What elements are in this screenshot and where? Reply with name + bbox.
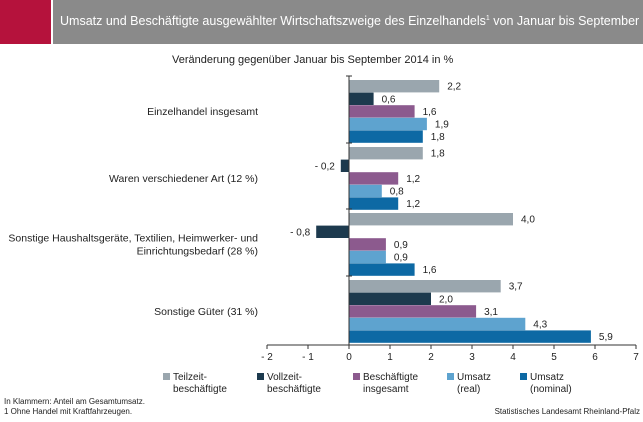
category-label-0-0: Einzelhandel insgesamt: [147, 106, 258, 118]
value-label-s3-c3: 4,3: [533, 320, 547, 331]
category-label-1-0: Waren verschiedener Art (12 %): [109, 173, 258, 185]
legend-swatch-2: [353, 373, 360, 380]
x-tick-label-5: 3: [469, 352, 475, 363]
category-label-2-1: Einrichtungsbedarf (28 %): [137, 245, 258, 257]
bar-s0-c3: [349, 280, 501, 293]
chart-title: Umsatz und Beschäftigte ausgewählter Wir…: [60, 14, 643, 28]
value-label-s0-c2: 4,0: [521, 215, 535, 226]
value-label-s0-c0: 2,2: [447, 82, 461, 93]
x-tick-label-9: 7: [633, 352, 639, 363]
bar-s3-c3: [349, 317, 526, 331]
x-tick-label-4: 2: [428, 352, 434, 363]
x-tick-label-7: 5: [551, 352, 557, 363]
header-bar: [53, 0, 643, 44]
legend-label-4-0: Umsatz: [530, 372, 564, 383]
axes: - 2 - 1 0 1 2 3 4 5 6 7: [261, 75, 639, 363]
bar-s4-c2: [349, 263, 415, 276]
legend-swatch-1: [257, 373, 264, 380]
legend-swatch-3: [447, 373, 454, 380]
bar-s3-c1: [349, 184, 382, 198]
legend-label-2-1: insgesamt: [363, 384, 409, 395]
value-label-s4-c0: 1,8: [431, 132, 445, 143]
bar-s3-c2: [349, 250, 386, 264]
legend-label-3-0: Umsatz: [457, 372, 491, 383]
category-labels: Einzelhandel insgesamt Waren verschiedene…: [8, 106, 258, 318]
chart-subtitle: Veränderung gegenüber Januar bis Septemb…: [172, 54, 454, 66]
value-label-s4-c2: 1,6: [423, 265, 437, 276]
bar-s2-c0: [349, 105, 415, 118]
bar-s1-c2: [316, 225, 349, 238]
value-label-s2-c0: 1,6: [423, 107, 437, 118]
value-label-s2-c2: 0,9: [394, 240, 408, 251]
legend-label-0-0: Teilzeit-: [173, 372, 207, 383]
x-tick-label-1: - 1: [302, 352, 314, 363]
value-label-s2-c3: 3,1: [484, 307, 498, 318]
bar-group: [316, 80, 591, 343]
category-label-3-0: Sonstige Güter (31 %): [154, 306, 258, 318]
x-tick-label-6: 4: [510, 352, 516, 363]
chart-title-rest: von Januar bis September 2015: [493, 14, 643, 28]
bar-s4-c3: [349, 330, 591, 343]
value-label-s0-c3: 3,7: [509, 282, 523, 293]
value-label-s1-c0: 0,6: [382, 94, 396, 105]
value-label-s0-c1: 1,8: [431, 149, 445, 160]
bar-s4-c1: [349, 197, 399, 210]
legend-label-1-1: beschäftigte: [267, 384, 321, 395]
header-accent-block: [0, 0, 51, 44]
bar-s1-c3: [349, 292, 431, 305]
legend-label-0-1: beschäftigte: [173, 384, 227, 395]
x-tick-label-8: 6: [592, 352, 598, 363]
bar-s3-c0: [349, 117, 427, 131]
x-tick-label-0: - 2: [261, 352, 273, 363]
value-label-s3-c0: 1,9: [435, 120, 449, 131]
value-label-s1-c1: - 0,2: [315, 161, 335, 172]
value-label-s3-c2: 0,9: [394, 253, 408, 264]
chart-title-main: Umsatz und Beschäftigte ausgewählter Wir…: [60, 14, 486, 28]
header-banner: Umsatz und Beschäftigte ausgewählter Wir…: [0, 0, 643, 44]
legend: Teilzeit-beschäftigteVollzeit-beschäftig…: [163, 372, 572, 395]
value-labels: 2,2 1,8 4,0 3,7 0,6 - 0,2 - 0,8 2,0 1,6 1,2 0,9 3,1…: [290, 82, 613, 343]
value-label-s4-c1: 1,2: [406, 199, 420, 210]
bar-s0-c2: [349, 213, 513, 226]
bar-s4-c0: [349, 130, 423, 143]
x-tick-label-2: 0: [346, 352, 352, 363]
x-tick-label-3: 1: [387, 352, 393, 363]
legend-label-3-1: (real): [457, 384, 480, 395]
value-label-s3-c1: 0,8: [390, 187, 404, 198]
category-label-2-0: Sonstige Haushaltsgeräte, Textilien, Hei…: [8, 232, 258, 244]
legend-swatch-0: [163, 373, 170, 380]
legend-label-1-0: Vollzeit-: [267, 372, 302, 383]
value-label-s1-c3: 2,0: [439, 294, 453, 305]
legend-label-2-0: Beschäftigte: [363, 372, 418, 383]
source-label: Statistisches Landesamt Rheinland-Pfalz: [495, 407, 640, 416]
bar-s2-c1: [349, 172, 399, 185]
value-label-s4-c3: 5,9: [599, 332, 613, 343]
bar-s0-c0: [349, 80, 440, 93]
footnote-1: In Klammern: Anteil am Gesamtumsatz.: [4, 397, 145, 406]
bar-s2-c3: [349, 305, 477, 318]
footnote-2: 1 Ohne Handel mit Kraftfahrzeugen.: [4, 407, 132, 416]
bar-s1-c0: [349, 92, 374, 105]
legend-label-4-1: (nominal): [530, 384, 572, 395]
bar-s0-c1: [349, 147, 423, 160]
chart-title-footnote-mark: 1: [485, 14, 490, 22]
bar-s1-c1: [340, 159, 349, 172]
value-label-s1-c2: - 0,8: [290, 227, 310, 238]
value-label-s2-c1: 1,2: [406, 174, 420, 185]
bar-s2-c2: [349, 238, 386, 251]
legend-swatch-4: [520, 373, 527, 380]
